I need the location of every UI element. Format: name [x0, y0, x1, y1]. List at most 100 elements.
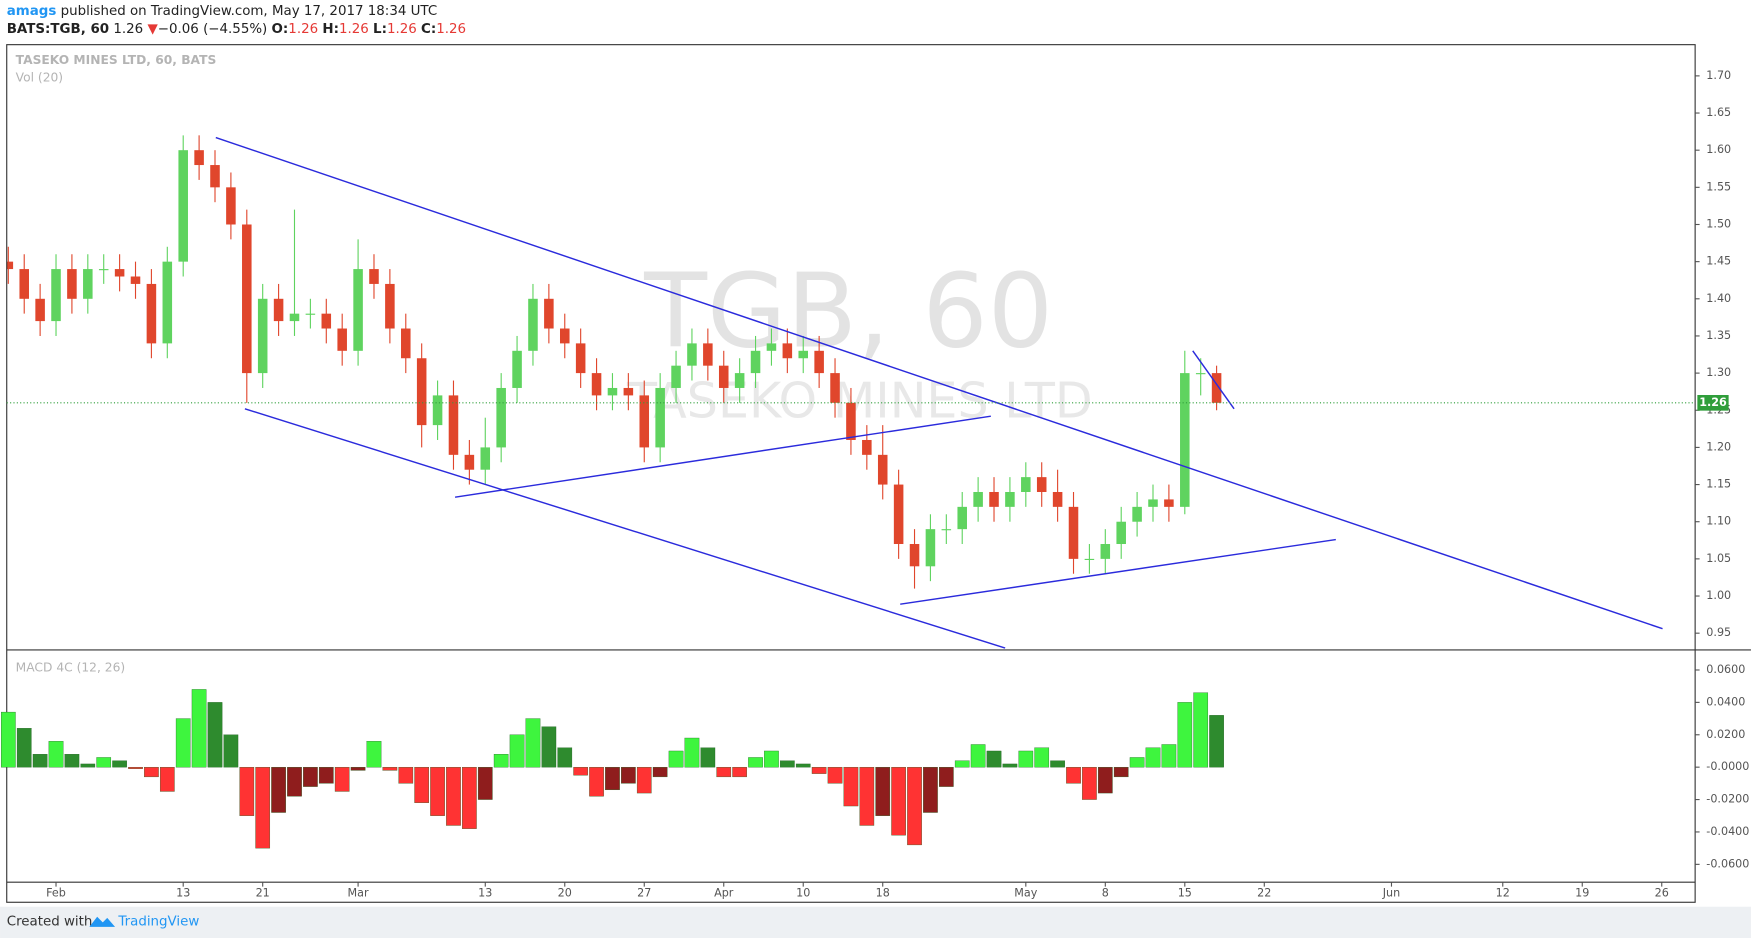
trendline — [244, 408, 1006, 649]
x-tick-label: 10 — [796, 886, 810, 899]
candle-body — [162, 261, 173, 344]
change: −0.06 (−4.55%) — [158, 22, 268, 37]
candle-body — [957, 506, 967, 530]
candle-body — [782, 343, 793, 359]
candle-body — [941, 529, 952, 531]
macd-label: MACD 4C (12, 26) — [16, 660, 126, 674]
candle-body — [575, 343, 586, 374]
macd-bar — [159, 766, 175, 792]
y-tick-label: 1.50 — [1706, 217, 1731, 230]
candle-body — [67, 269, 77, 299]
candle-body — [257, 298, 268, 374]
macd-bar — [780, 760, 795, 768]
macd-bar — [891, 766, 906, 836]
x-tick-label: 13 — [478, 886, 492, 899]
candle-body — [210, 165, 220, 188]
candle-body — [750, 350, 761, 374]
y-tick-label: 1.00 — [1706, 589, 1731, 602]
macd-bar — [16, 728, 32, 768]
volume-label: Vol (20) — [16, 71, 63, 85]
macd-bar — [1002, 763, 1018, 768]
candle-body — [687, 343, 697, 366]
macd-tick-label: -0.0600 — [1706, 857, 1749, 870]
macd-tick-label: 0.0200 — [1706, 728, 1745, 741]
candle-body — [989, 491, 999, 507]
y-tick-label: 1.65 — [1706, 106, 1731, 119]
trendline — [454, 415, 991, 498]
candle-body — [512, 350, 522, 388]
macd-bar — [398, 766, 414, 784]
candle-body — [909, 544, 920, 567]
macd-bar — [175, 718, 191, 768]
price-pane — [6, 135, 1663, 649]
macd-tick-label: -0.0400 — [1706, 825, 1749, 838]
candle-body — [1084, 558, 1095, 560]
macd-bar — [907, 766, 922, 846]
macd-bar — [493, 754, 509, 768]
macd-bar — [32, 754, 48, 768]
macd-bar — [128, 766, 143, 769]
candle-body — [830, 373, 840, 403]
candle-body — [1068, 506, 1079, 559]
macd-bar — [80, 763, 96, 768]
candle-body — [893, 484, 904, 545]
macd-tick-label: 0.0400 — [1706, 695, 1745, 708]
y-tick-label: 1.05 — [1706, 552, 1731, 565]
y-tick-label: 1.20 — [1706, 440, 1731, 453]
macd-bar — [954, 760, 970, 768]
published: published on TradingView.com, May 17, 20… — [61, 4, 438, 19]
candle-body — [544, 298, 554, 329]
macd-bar — [334, 766, 350, 792]
candle-body — [862, 439, 872, 455]
quote-line: BATS:TGB, 60 1.26 ▼−0.06 (−4.55%) O:1.26… — [7, 22, 466, 37]
y-tick-label: 1.30 — [1706, 366, 1731, 379]
macd-bar — [255, 766, 271, 849]
last-price-label: 1.26 — [1699, 396, 1727, 409]
macd-bar — [64, 754, 80, 768]
macd-bar — [621, 766, 636, 784]
macd-bar — [986, 750, 1002, 768]
x-tick-label: 8 — [1102, 886, 1109, 899]
x-tick-label: Feb — [46, 886, 66, 899]
candle-body — [448, 395, 459, 455]
macd-bar — [1193, 692, 1209, 768]
macd-bar — [1113, 766, 1129, 778]
candle-body — [814, 350, 824, 374]
y-tick-label: 0.95 — [1706, 626, 1731, 639]
macd-bar — [573, 766, 588, 776]
candle-body — [559, 328, 570, 344]
macd-bar — [1177, 702, 1193, 768]
footer-bar — [0, 906, 1751, 938]
macd-bar — [144, 766, 159, 778]
x-tick-label: May — [1014, 886, 1037, 899]
h-label: H: — [322, 22, 339, 37]
macd-bar — [525, 718, 541, 768]
brand-logo[interactable] — [89, 916, 116, 927]
x-tick-label: 19 — [1575, 886, 1589, 899]
candle-body — [1100, 544, 1111, 559]
candle-body — [528, 298, 538, 351]
l-value: 1.26 — [387, 22, 417, 37]
candle-body — [194, 150, 204, 166]
macd-bar — [1082, 766, 1097, 800]
macd-bar — [875, 766, 891, 816]
y-tick-label: 1.55 — [1706, 180, 1731, 193]
macd-bar — [318, 766, 334, 784]
candle-body — [464, 454, 475, 470]
candle-body — [385, 283, 395, 329]
chart-frame — [6, 44, 1696, 903]
author[interactable]: amags — [7, 4, 57, 19]
trendline — [215, 136, 1663, 630]
macd-bar — [684, 737, 700, 768]
c-label: C: — [421, 22, 436, 37]
candle-body — [130, 276, 141, 284]
x-tick-label: 15 — [1178, 886, 1192, 899]
candle-body — [607, 387, 618, 396]
macd-bar — [923, 766, 938, 813]
macd-bar — [191, 689, 207, 768]
x-tick-label: 21 — [256, 886, 270, 899]
brand[interactable]: TradingView — [117, 914, 199, 929]
candle-body — [623, 387, 634, 396]
x-tick-label: Mar — [348, 886, 369, 899]
l-label: L: — [373, 22, 387, 37]
